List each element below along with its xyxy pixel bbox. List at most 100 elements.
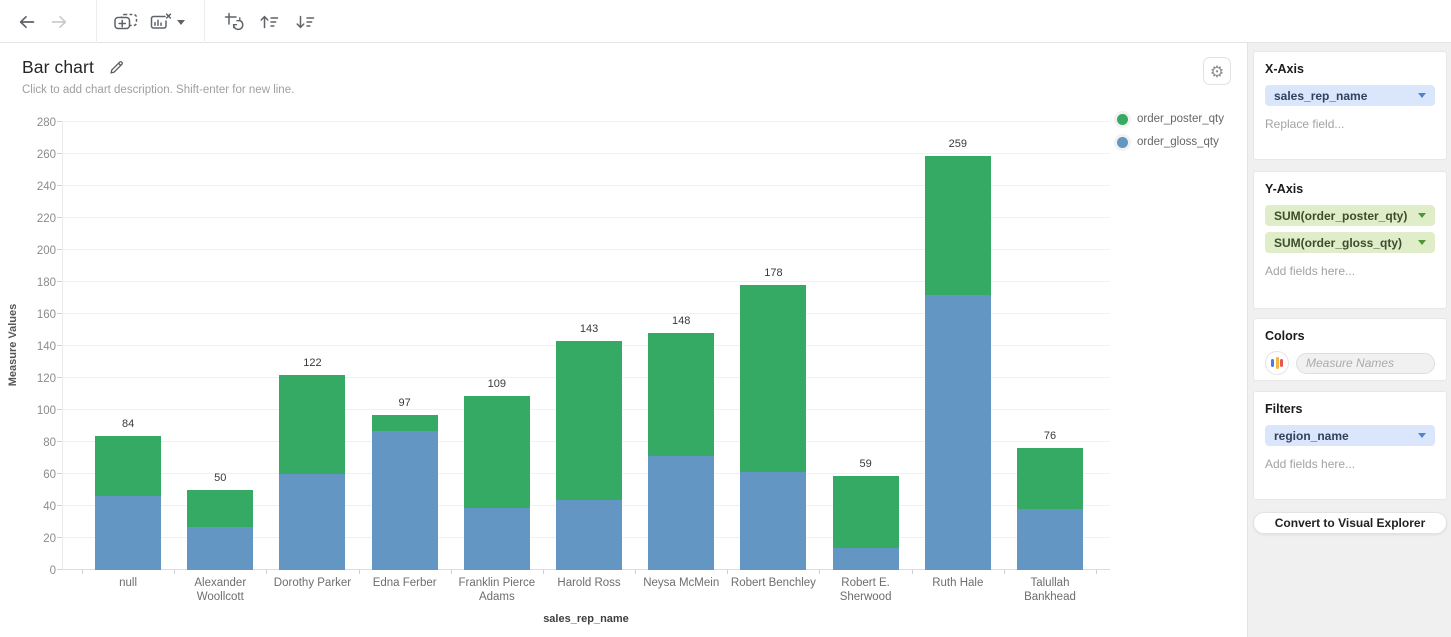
bar-segment-order_gloss_qty[interactable] xyxy=(463,507,530,570)
x-axis-tick xyxy=(1003,570,1005,574)
bar-segment-order_poster_qty[interactable] xyxy=(740,285,807,473)
bar-segment-order_poster_qty[interactable] xyxy=(371,414,438,431)
x-axis-tick xyxy=(358,570,360,574)
bar-segment-order_gloss_qty[interactable] xyxy=(924,294,991,570)
stacked-bar[interactable] xyxy=(832,475,899,570)
field-pill-label: region_name xyxy=(1274,428,1349,443)
field-pill-region-name[interactable]: region_name xyxy=(1265,425,1435,446)
forward-button[interactable] xyxy=(46,9,72,35)
gear-icon: ⚙ xyxy=(1209,61,1225,81)
gridline xyxy=(62,121,1110,122)
y-tick-label: 60 xyxy=(43,469,56,481)
top-toolbar xyxy=(0,0,1451,43)
duplicate-chart-button[interactable] xyxy=(111,9,141,35)
y-tick-label: 280 xyxy=(36,117,56,129)
bar-segment-order_gloss_qty[interactable] xyxy=(648,456,715,570)
y-axis-tick xyxy=(57,313,62,314)
bar-segment-order_gloss_qty[interactable] xyxy=(832,547,899,570)
sort-descending-icon xyxy=(296,15,315,29)
y-axis-tick xyxy=(57,121,62,122)
y-axis-tick xyxy=(57,441,62,442)
add-filter-dropzone[interactable]: Add fields here... xyxy=(1265,457,1356,471)
stacked-bar[interactable] xyxy=(95,435,162,570)
field-pill-sum-order-gloss-qty[interactable]: SUM(order_gloss_qty) xyxy=(1265,232,1435,253)
bar-total-label: 143 xyxy=(579,323,599,336)
bar-total-label: 148 xyxy=(672,315,691,328)
delete-chart-button[interactable] xyxy=(146,9,188,35)
bars-row: 84 50 122 97 109 143 148 178 59 259 76 xyxy=(82,122,1096,570)
y-tick-label: 100 xyxy=(36,405,56,417)
legend-item-order_poster_qty[interactable]: order_poster_qty xyxy=(1117,113,1224,125)
bar-segment-order_gloss_qty[interactable] xyxy=(95,496,162,570)
x-axis-tick xyxy=(174,570,176,574)
bar-total-label: 97 xyxy=(398,396,411,409)
y-axis-tick xyxy=(57,281,62,282)
y-tick-label: 240 xyxy=(36,181,56,193)
chevron-down-icon[interactable] xyxy=(1418,433,1426,438)
bar-segment-order_gloss_qty[interactable] xyxy=(279,474,346,570)
bar-segment-order_poster_qty[interactable] xyxy=(279,374,346,474)
y-tick-label: 200 xyxy=(36,245,56,257)
colors-panel: Colors Measure Names xyxy=(1253,318,1447,381)
stacked-bar[interactable] xyxy=(924,155,991,570)
y-axis-tick-labels: 0 20 40 60 80 100 120 140 160 180 200 220 240 260 280 xyxy=(0,117,56,577)
x-axis-tick xyxy=(450,570,452,574)
bar-segment-order_gloss_qty[interactable] xyxy=(740,472,807,570)
measure-names-field[interactable]: Measure Names xyxy=(1296,352,1435,374)
color-palette-button[interactable] xyxy=(1265,351,1289,375)
replace-field-dropzone[interactable]: Replace field... xyxy=(1265,117,1345,131)
edit-title-button[interactable] xyxy=(108,59,125,76)
bar-total-label: 109 xyxy=(487,377,507,390)
convert-to-visual-explorer-button[interactable]: Convert to Visual Explorer xyxy=(1253,512,1447,534)
y-axis-tick xyxy=(57,569,62,570)
bar-segment-order_poster_qty[interactable] xyxy=(463,395,530,508)
y-axis-panel-title: Y-Axis xyxy=(1265,182,1304,196)
gridline xyxy=(62,249,1110,250)
chevron-down-icon[interactable] xyxy=(1418,93,1426,98)
stacked-bar[interactable] xyxy=(740,285,807,570)
stacked-bar[interactable] xyxy=(187,490,254,570)
field-pill-label: SUM(order_poster_qty) xyxy=(1274,208,1408,223)
bar-segment-order_poster_qty[interactable] xyxy=(1016,448,1083,510)
bar-segment-order_gloss_qty[interactable] xyxy=(371,430,438,570)
bar-group-1: 84 xyxy=(82,122,174,570)
stacked-bar[interactable] xyxy=(648,333,715,570)
sort-ascending-button[interactable] xyxy=(256,9,282,35)
legend-item-order_gloss_qty[interactable]: order_gloss_qty xyxy=(1117,136,1224,148)
back-arrow-icon xyxy=(19,15,35,29)
add-fields-dropzone[interactable]: Add fields here... xyxy=(1265,264,1356,278)
stacked-bar[interactable] xyxy=(556,341,623,570)
x-axis-category-labels: null Alexander Woollcott Dorothy Parker Edn… xyxy=(82,576,1096,604)
field-pill-sum-order-poster-qty[interactable]: SUM(order_poster_qty) xyxy=(1265,205,1435,226)
bar-segment-order_poster_qty[interactable] xyxy=(924,155,991,295)
field-pill-sales-rep-name[interactable]: sales_rep_name xyxy=(1265,85,1435,106)
y-tick-label: 120 xyxy=(36,373,56,385)
chevron-down-icon[interactable] xyxy=(1418,213,1426,218)
stacked-bar[interactable] xyxy=(371,414,438,570)
bar-segment-order_gloss_qty[interactable] xyxy=(556,499,623,570)
stacked-bar[interactable] xyxy=(1016,448,1083,570)
bar-segment-order_gloss_qty[interactable] xyxy=(1016,509,1083,570)
sort-descending-button[interactable] xyxy=(292,9,318,35)
y-tick-label: 260 xyxy=(36,149,56,161)
bar-segment-order_poster_qty[interactable] xyxy=(648,333,715,457)
swap-axes-button[interactable] xyxy=(221,9,247,35)
bar-group-8: 178 xyxy=(727,122,819,570)
chart-settings-button[interactable]: ⚙ xyxy=(1203,57,1231,85)
delete-chart-caret-icon[interactable] xyxy=(177,19,185,25)
bar-segment-order_gloss_qty[interactable] xyxy=(187,526,254,570)
back-button[interactable] xyxy=(14,9,40,35)
bar-group-4: 97 xyxy=(359,122,451,570)
bar-segment-order_poster_qty[interactable] xyxy=(556,341,623,500)
y-axis-line xyxy=(62,122,63,570)
bar-total-label: 76 xyxy=(1043,430,1057,443)
bar-segment-order_poster_qty[interactable] xyxy=(187,490,254,527)
stacked-bar[interactable] xyxy=(463,395,530,570)
bar-segment-order_poster_qty[interactable] xyxy=(832,475,899,548)
bar-segment-order_poster_qty[interactable] xyxy=(95,435,162,497)
bar-group-9: 59 xyxy=(820,122,912,570)
chart-description-placeholder[interactable]: Click to add chart description. Shift-en… xyxy=(22,84,295,96)
stacked-bar[interactable] xyxy=(279,374,346,570)
chevron-down-icon[interactable] xyxy=(1418,240,1426,245)
y-axis-panel: Y-Axis SUM(order_poster_qty) SUM(order_g… xyxy=(1253,171,1447,309)
